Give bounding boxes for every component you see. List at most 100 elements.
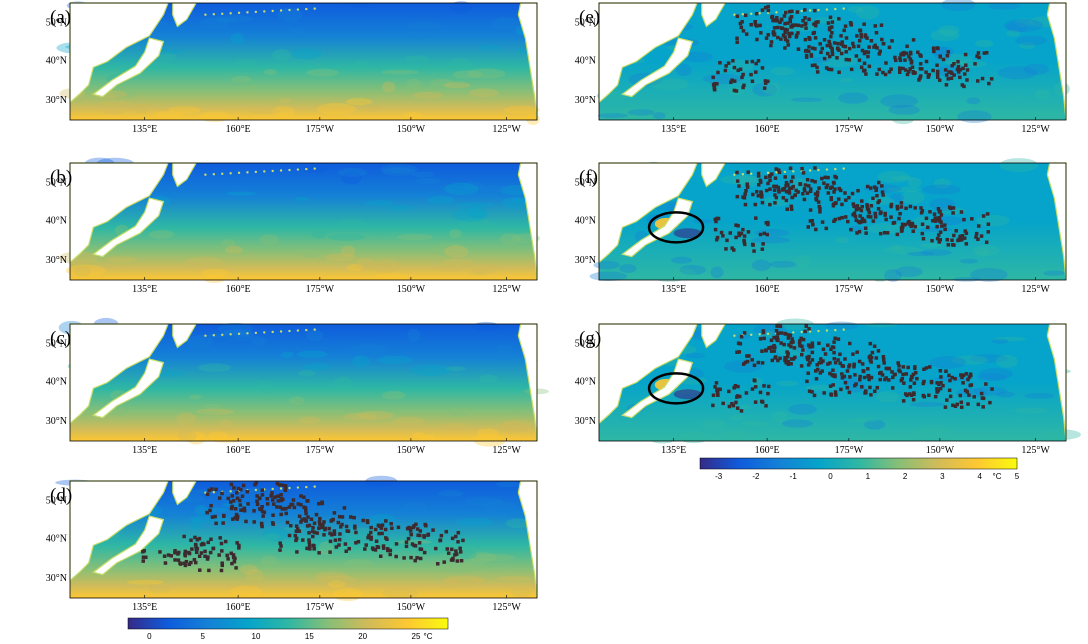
missing-data-cell [338, 532, 342, 536]
missing-data-cell [836, 337, 841, 341]
missing-data-cell [718, 387, 722, 392]
missing-data-cell [818, 371, 823, 375]
missing-data-cell [889, 204, 893, 209]
field-texture [427, 195, 456, 205]
missing-data-cell [759, 180, 763, 184]
missing-data-cell [739, 334, 744, 339]
missing-data-cell [813, 166, 817, 170]
field-texture [761, 82, 780, 95]
missing-data-cell [958, 234, 962, 239]
field-texture [873, 277, 887, 282]
field-texture [448, 407, 471, 417]
missing-data-cell [807, 389, 812, 393]
missing-data-cell [377, 531, 381, 536]
field-texture [340, 245, 356, 257]
field-texture [412, 91, 444, 99]
missing-data-cell [963, 388, 968, 393]
land-asia [69, 2, 169, 104]
missing-data-cell [818, 206, 822, 211]
missing-data-cell [857, 359, 862, 364]
missing-data-cell [711, 393, 716, 398]
missing-data-cell [878, 211, 883, 216]
aleutian-island [766, 332, 770, 336]
missing-data-cell [394, 554, 398, 559]
missing-data-cell [764, 348, 768, 352]
missing-data-cell [289, 523, 293, 528]
missing-data-cell [384, 536, 388, 540]
missing-data-cell [958, 75, 962, 80]
missing-data-cell [210, 515, 215, 519]
missing-data-cell [830, 49, 835, 54]
missing-data-cell [279, 512, 283, 517]
missing-data-cell [786, 360, 791, 364]
missing-data-cell [930, 238, 934, 243]
missing-data-cell [738, 67, 743, 72]
missing-data-cell [453, 553, 457, 557]
field-texture [464, 497, 503, 507]
field-texture [364, 199, 394, 207]
missing-data-cell [278, 505, 283, 509]
field-texture [185, 256, 224, 267]
missing-data-cell [435, 562, 440, 566]
missing-data-cell [804, 324, 809, 328]
aleutian-island [229, 12, 232, 15]
missing-data-cell [772, 32, 777, 37]
missing-data-cell [798, 343, 802, 348]
field-texture [889, 193, 905, 203]
missing-data-cell [767, 346, 771, 350]
field-texture [496, 575, 531, 581]
missing-data-cell [950, 375, 954, 380]
colorbar-tick-label: 15 [305, 632, 314, 641]
missing-data-cell [211, 546, 216, 551]
missing-data-cell [713, 227, 718, 232]
missing-data-cell [386, 548, 390, 553]
missing-data-cell [735, 170, 739, 175]
missing-data-cell [895, 232, 900, 237]
missing-data-cell [921, 381, 926, 386]
field-texture [499, 233, 522, 246]
field-texture [445, 575, 483, 586]
missing-data-cell [765, 232, 769, 237]
missing-data-cell [939, 213, 944, 217]
field-texture [262, 527, 289, 542]
field-texture [239, 564, 259, 575]
missing-data-cell [836, 197, 841, 201]
field-texture [936, 207, 966, 215]
missing-data-cell [783, 37, 788, 42]
missing-data-cell [932, 212, 937, 216]
missing-data-cell [829, 197, 834, 202]
missing-data-cell [753, 202, 758, 207]
missing-data-cell [990, 387, 994, 391]
field-texture [788, 404, 817, 415]
field-texture [921, 184, 961, 195]
missing-data-cell [294, 536, 299, 541]
missing-data-cell [219, 541, 224, 546]
missing-data-cell [737, 394, 742, 399]
field-texture [929, 356, 967, 369]
missing-data-cell [418, 533, 422, 538]
missing-data-cell [409, 555, 413, 560]
field-texture [366, 105, 381, 112]
missing-data-cell [838, 352, 842, 357]
field-texture [395, 539, 432, 545]
missing-data-cell [924, 216, 929, 221]
missing-data-cell [234, 566, 238, 570]
missing-data-cell [920, 231, 925, 236]
missing-data-cell [742, 238, 746, 243]
missing-data-cell [776, 168, 781, 172]
missing-data-cell [770, 358, 775, 363]
missing-data-cell [816, 20, 820, 24]
missing-data-cell [865, 36, 869, 40]
missing-data-cell [320, 500, 324, 504]
missing-data-cell [402, 556, 406, 560]
aleutian-island [246, 171, 249, 174]
missing-data-cell [712, 86, 717, 90]
field-texture [463, 181, 485, 191]
missing-data-cell [936, 207, 941, 211]
missing-data-cell [901, 66, 905, 71]
field-texture [380, 164, 418, 173]
missing-data-cell [311, 525, 315, 530]
missing-data-cell [307, 523, 312, 528]
aleutian-island [800, 330, 803, 334]
missing-data-cell [237, 498, 242, 503]
